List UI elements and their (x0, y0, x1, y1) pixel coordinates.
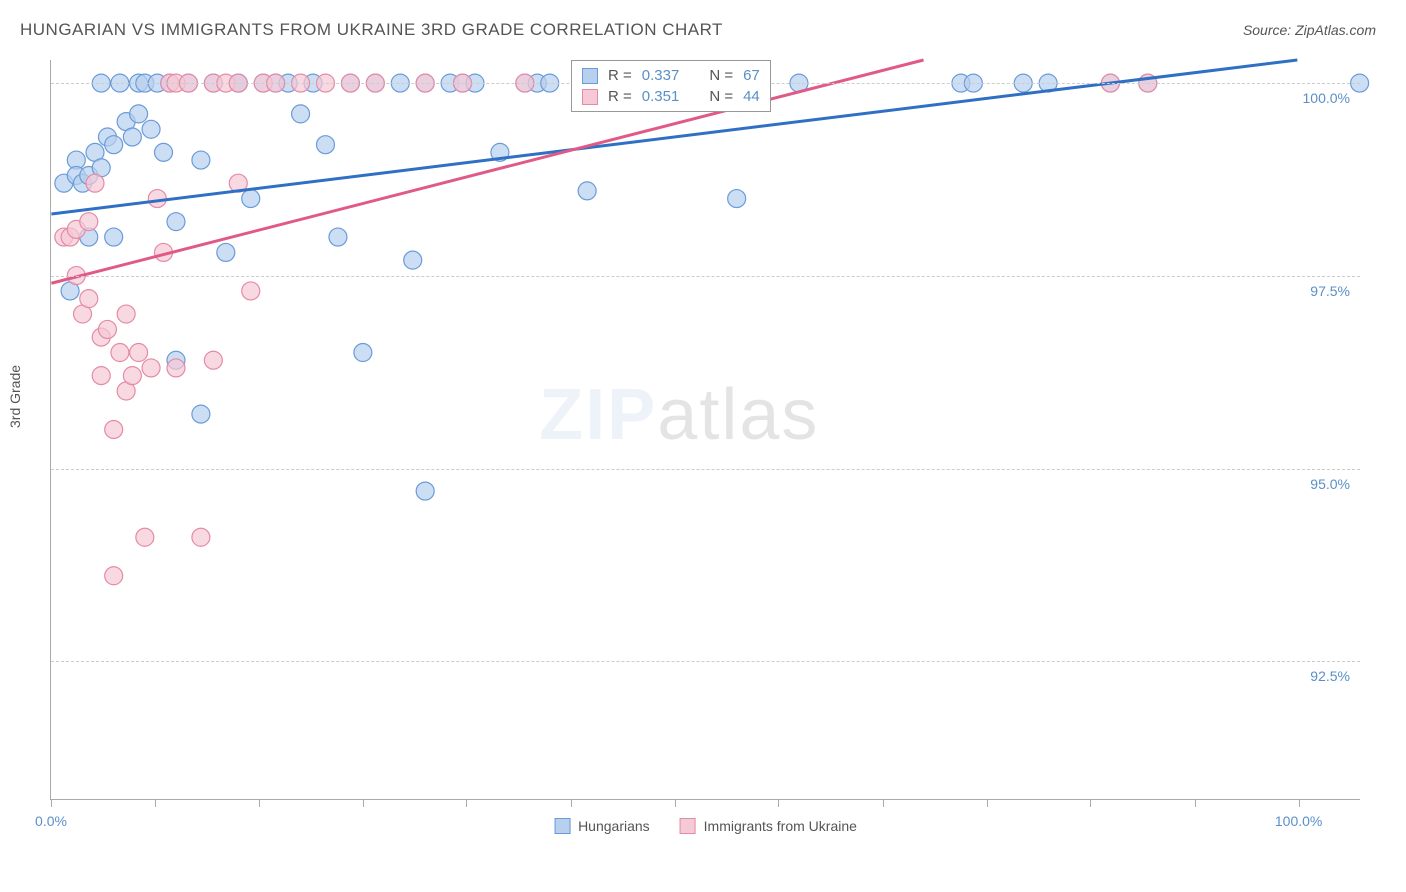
x-tick (1090, 799, 1091, 807)
data-point (416, 482, 434, 500)
data-point (292, 105, 310, 123)
data-point (354, 344, 372, 362)
data-point (123, 128, 141, 146)
data-point (167, 359, 185, 377)
data-point (80, 290, 98, 308)
data-point (130, 344, 148, 362)
gridline (51, 276, 1360, 277)
legend-label-ukraine: Immigrants from Ukraine (704, 818, 857, 834)
data-point (192, 151, 210, 169)
data-point (317, 136, 335, 154)
x-tick (466, 799, 467, 807)
legend: Hungarians Immigrants from Ukraine (554, 818, 857, 834)
data-point (142, 120, 160, 138)
stats-swatch-ukraine (582, 89, 598, 105)
data-point (123, 367, 141, 385)
y-tick-label: 92.5% (1310, 668, 1350, 684)
legend-swatch-hungarians (554, 818, 570, 834)
chart-plot-area: ZIPatlas R = 0.337 N = 67 R = 0.351 N = … (50, 60, 1360, 800)
x-tick-label: 100.0% (1275, 813, 1322, 829)
x-tick (778, 799, 779, 807)
data-point (242, 282, 260, 300)
stats-R-value-2: 0.351 (642, 88, 680, 105)
x-tick (987, 799, 988, 807)
source-text: Source: ZipAtlas.com (1243, 22, 1376, 38)
x-tick (51, 799, 52, 807)
data-point (217, 243, 235, 261)
data-point (117, 305, 135, 323)
x-tick (675, 799, 676, 807)
data-point (142, 359, 160, 377)
data-point (92, 367, 110, 385)
data-point (111, 344, 129, 362)
data-point (136, 528, 154, 546)
x-tick-label: 0.0% (35, 813, 67, 829)
x-tick (883, 799, 884, 807)
data-point (192, 528, 210, 546)
data-point (98, 320, 116, 338)
data-point (105, 136, 123, 154)
y-tick-label: 100.0% (1303, 90, 1350, 106)
stats-row-series2: R = 0.351 N = 44 (582, 86, 760, 107)
gridline (51, 469, 1360, 470)
y-axis-label: 3rd Grade (7, 365, 23, 428)
data-point (105, 228, 123, 246)
data-point (329, 228, 347, 246)
data-point (105, 421, 123, 439)
trend-line (51, 60, 923, 283)
scatter-plot-svg (51, 60, 1360, 799)
data-point (130, 105, 148, 123)
legend-swatch-ukraine (680, 818, 696, 834)
data-point (404, 251, 422, 269)
legend-item-ukraine: Immigrants from Ukraine (680, 818, 857, 834)
data-point (204, 351, 222, 369)
data-point (192, 405, 210, 423)
data-point (155, 143, 173, 161)
x-tick (363, 799, 364, 807)
chart-title: HUNGARIAN VS IMMIGRANTS FROM UKRAINE 3RD… (20, 20, 723, 40)
x-tick (259, 799, 260, 807)
x-tick (571, 799, 572, 807)
stats-R-label: R = (608, 67, 632, 84)
x-tick (155, 799, 156, 807)
stats-N-value-1: 67 (743, 67, 760, 84)
stats-row-series1: R = 0.337 N = 67 (582, 65, 760, 86)
stats-R-label2: R = (608, 88, 632, 105)
data-point (167, 213, 185, 231)
legend-label-hungarians: Hungarians (578, 818, 650, 834)
stats-N-label: N = (709, 67, 733, 84)
x-tick (1299, 799, 1300, 807)
correlation-stats-box: R = 0.337 N = 67 R = 0.351 N = 44 (571, 60, 771, 112)
data-point (86, 174, 104, 192)
y-tick-label: 95.0% (1310, 476, 1350, 492)
data-point (728, 190, 746, 208)
data-point (242, 190, 260, 208)
legend-item-hungarians: Hungarians (554, 818, 650, 834)
y-tick-label: 97.5% (1310, 283, 1350, 299)
stats-swatch-hungarians (582, 68, 598, 84)
data-point (148, 190, 166, 208)
stats-R-value-1: 0.337 (642, 67, 680, 84)
stats-N-value-2: 44 (743, 88, 760, 105)
stats-N-label2: N = (709, 88, 733, 105)
data-point (578, 182, 596, 200)
data-point (80, 213, 98, 231)
gridline (51, 661, 1360, 662)
x-tick (1195, 799, 1196, 807)
data-point (105, 567, 123, 585)
